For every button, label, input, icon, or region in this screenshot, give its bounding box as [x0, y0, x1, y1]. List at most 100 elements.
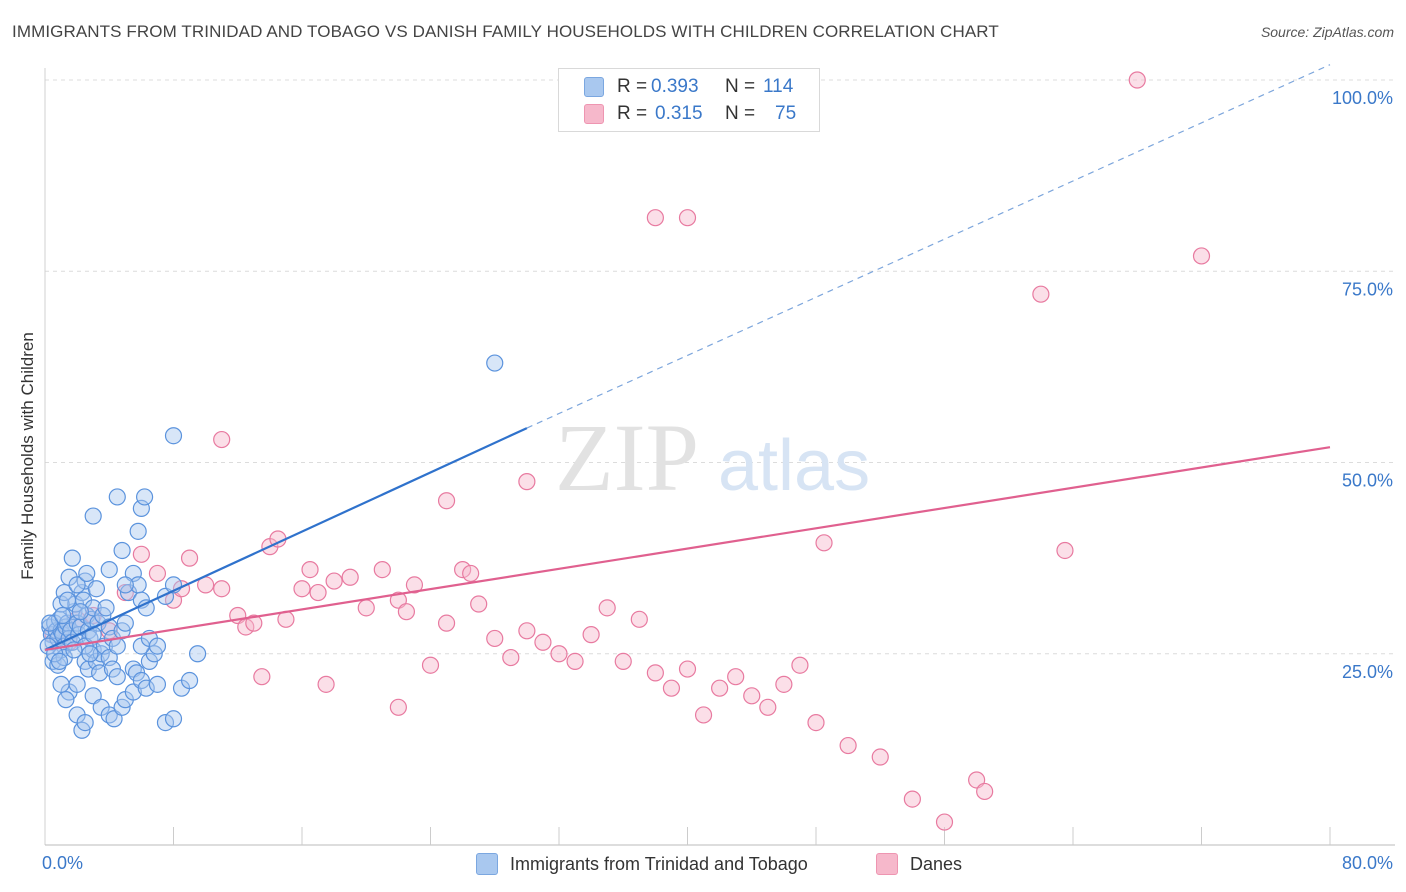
- point-danes: [397, 603, 416, 621]
- point-danes: [293, 580, 311, 598]
- point-trinidad: [71, 603, 89, 621]
- point-trinidad: [164, 710, 183, 728]
- point-danes: [694, 706, 713, 724]
- point-danes: [775, 675, 793, 693]
- point-danes: [1128, 71, 1146, 89]
- r-value: 0.393: [651, 76, 699, 97]
- r-value: 0.315: [655, 103, 703, 124]
- point-danes: [630, 610, 648, 628]
- point-trinidad: [52, 675, 70, 693]
- point-trinidad: [116, 614, 134, 632]
- point-trinidad: [108, 668, 126, 686]
- point-danes: [727, 668, 745, 686]
- point-danes: [1032, 285, 1050, 303]
- point-trinidad: [63, 549, 81, 567]
- point-danes: [550, 645, 568, 663]
- legend-label-danes: Danes: [910, 853, 963, 874]
- point-danes: [534, 633, 552, 651]
- point-trinidad: [50, 652, 69, 671]
- r-label: R =: [617, 76, 648, 97]
- stats-legend: R = 0.393 N = 114 R = 0.315 N = 75: [558, 68, 820, 132]
- point-danes: [389, 698, 407, 716]
- point-trinidad: [58, 591, 77, 609]
- point-danes: [301, 560, 319, 579]
- point-danes: [317, 675, 335, 693]
- point-danes: [743, 687, 761, 705]
- point-danes: [357, 599, 375, 617]
- trend-line-trinidad: [44, 427, 528, 651]
- point-trinidad: [76, 713, 94, 732]
- point-danes: [518, 473, 536, 491]
- point-danes: [566, 652, 584, 671]
- point-trinidad: [188, 645, 207, 663]
- watermark-atlas: atlas: [718, 426, 870, 506]
- swatch-danes: [584, 104, 604, 124]
- point-danes: [614, 652, 632, 671]
- point-trinidad: [97, 599, 115, 617]
- y-tick-label: 75.0%: [1342, 279, 1393, 299]
- point-danes: [711, 679, 729, 697]
- point-trinidad: [91, 664, 109, 682]
- x-tick-label: 80.0%: [1342, 853, 1393, 873]
- point-danes: [646, 664, 664, 682]
- legend-label-trinidad: Immigrants from Trinidad and Tobago: [510, 853, 808, 874]
- point-trinidad: [57, 691, 75, 709]
- point-trinidad: [54, 606, 72, 625]
- point-trinidad: [108, 488, 126, 506]
- point-danes: [405, 576, 424, 594]
- point-trinidad: [156, 713, 175, 732]
- point-danes: [662, 679, 681, 697]
- point-danes: [807, 713, 825, 732]
- point-danes: [1192, 247, 1211, 265]
- point-trinidad: [84, 626, 102, 644]
- point-danes: [791, 656, 809, 674]
- point-trinidad: [148, 637, 167, 655]
- swatch-trinidad: [584, 77, 604, 97]
- point-trinidad: [68, 675, 86, 693]
- point-danes: [373, 560, 391, 579]
- point-danes: [903, 790, 921, 808]
- point-trinidad: [164, 427, 183, 445]
- point-danes: [309, 583, 327, 602]
- point-danes: [462, 564, 480, 583]
- legend-item-danes[interactable]: Danes: [876, 853, 962, 875]
- tick-labels: 25.0% 50.0% 75.0% 100.0% 0.0% 80.0%: [42, 88, 1393, 873]
- point-danes: [213, 430, 231, 449]
- point-trinidad: [113, 541, 131, 560]
- data-points: [39, 71, 1211, 831]
- grid: [45, 79, 1395, 655]
- legend-item-trinidad[interactable]: Immigrants from Trinidad and Tobago: [476, 853, 808, 875]
- n-label: N =: [725, 76, 756, 97]
- y-tick-label: 25.0%: [1342, 662, 1393, 682]
- point-danes: [935, 813, 954, 831]
- stats-row-danes: R = 0.315 N = 75: [584, 103, 815, 125]
- point-danes: [180, 549, 199, 567]
- point-danes: [454, 560, 472, 579]
- trend-extension-trinidad: [526, 64, 1331, 429]
- point-danes: [759, 698, 777, 716]
- point-danes: [245, 614, 263, 632]
- point-trinidad: [135, 488, 154, 506]
- point-danes: [815, 534, 833, 552]
- point-danes: [437, 492, 456, 510]
- y-axis-label: Family Households with Children: [18, 332, 37, 580]
- point-danes: [148, 564, 167, 583]
- legend-swatch-danes: [876, 853, 898, 875]
- point-trinidad: [148, 675, 167, 693]
- point-danes: [871, 748, 889, 766]
- n-label: N =: [725, 103, 756, 124]
- point-danes: [325, 572, 343, 590]
- stats-row-trinidad: R = 0.393 N = 114: [584, 76, 815, 98]
- source-label: Source: ZipAtlas.com: [1260, 24, 1394, 40]
- point-trinidad: [41, 614, 59, 632]
- point-danes: [470, 595, 488, 613]
- point-trinidad: [68, 576, 86, 594]
- point-danes: [421, 656, 440, 674]
- point-danes: [678, 660, 697, 678]
- trend-line-danes: [44, 446, 1331, 652]
- y-tick-label: 100.0%: [1332, 88, 1393, 108]
- trend-lines: [44, 64, 1331, 652]
- point-danes: [582, 626, 600, 644]
- point-danes: [646, 209, 664, 227]
- point-danes: [253, 668, 271, 686]
